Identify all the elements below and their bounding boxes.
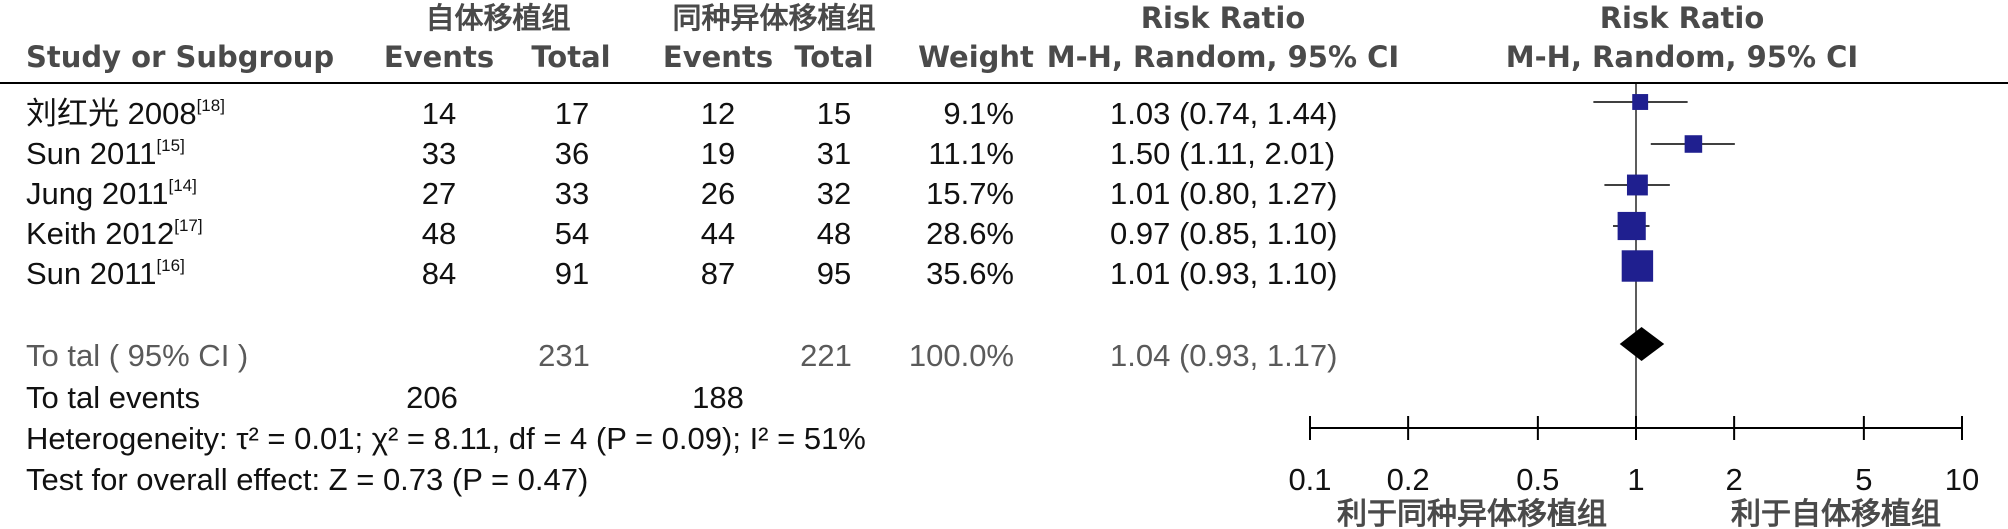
weight-cell: 9.1%: [943, 96, 1014, 131]
study-marker: [1684, 135, 1703, 153]
study-ref: [18]: [197, 96, 225, 115]
events-auto-cell: 27: [422, 176, 456, 211]
total-allo-cell: 95: [817, 256, 851, 291]
tick-label: 5: [1855, 462, 1872, 497]
weight-cell: 11.1%: [928, 136, 1014, 171]
plot-method-header: M-H, Random, 95% CI: [1506, 40, 1858, 74]
study-name: Sun 2011: [26, 136, 156, 171]
ci-cell: 1.03 (0.74, 1.44): [1110, 96, 1338, 131]
weight-cell: 15.7%: [926, 176, 1014, 211]
total-ci-cell: 1.04 (0.93, 1.17): [1110, 338, 1338, 373]
total-allo-cell: 48: [817, 216, 851, 251]
total-auto-cell: 36: [555, 136, 589, 171]
events-allo-header: Events: [663, 40, 773, 74]
total-allo-cell: 221: [800, 338, 852, 373]
svg-text:Jung 2011[14]: Jung 2011[14]: [26, 176, 197, 211]
study-ref: [15]: [156, 136, 184, 155]
study-name: 刘红光 2008: [26, 96, 197, 131]
tick-label: 0.1: [1288, 462, 1331, 497]
study-marker: [1617, 211, 1646, 241]
study-ref: [16]: [156, 256, 184, 275]
total-auto-cell: 231: [538, 338, 590, 373]
total-auto-cell: 33: [555, 176, 589, 211]
events-allo-cell: 12: [701, 96, 735, 131]
ci-cell: 1.01 (0.93, 1.10): [1110, 256, 1338, 291]
events-auto-cell: 33: [422, 136, 456, 171]
tick-label: 0.2: [1387, 462, 1430, 497]
tick-label: 2: [1726, 462, 1743, 497]
total-label: To tal ( 95% CI ): [26, 338, 248, 373]
ci-cell: 0.97 (0.85, 1.10): [1110, 216, 1338, 251]
svg-text:Sun 2011[16]: Sun 2011[16]: [26, 256, 185, 291]
total-allo-cell: 15: [817, 96, 851, 131]
study-ref: [14]: [169, 176, 197, 195]
weight-header: Weight: [918, 40, 1034, 74]
study-ref: [17]: [174, 216, 202, 235]
svg-text:刘红光 2008[18]: 刘红光 2008[18]: [26, 96, 225, 131]
study-row: Keith 2012[17] 48 54 44 48 28.6% 0.97 (0…: [26, 216, 1338, 251]
total-auto-cell: 17: [555, 96, 589, 131]
total-row: To tal ( 95% CI ) 231 221 100.0% 1.04 (0…: [26, 338, 1338, 373]
events-auto-cell: 14: [422, 96, 456, 131]
total-events-row: To tal events 206 188: [26, 380, 744, 415]
heterogeneity-text: Heterogeneity: τ² = 0.01; χ² = 8.11, df …: [26, 421, 866, 456]
total-allo-cell: 32: [817, 176, 851, 211]
study-name: Sun 2011: [26, 256, 156, 291]
events-allo-cell: 44: [701, 216, 735, 251]
events-auto-cell: 84: [422, 256, 456, 291]
study-column-header: Study or Subgroup: [26, 40, 334, 74]
study-row: Sun 2011[16] 84 91 87 95 35.6% 1.01 (0.9…: [26, 256, 1338, 291]
events-auto-header: Events: [384, 40, 494, 74]
svg-text:Keith 2012[17]: Keith 2012[17]: [26, 216, 203, 251]
total-allo-header: Total: [794, 40, 873, 74]
total-events-allo: 188: [692, 380, 744, 415]
pooled-diamond: [1619, 327, 1665, 361]
tick-label: 1: [1627, 462, 1644, 497]
overall-effect-text: Test for overall effect: Z = 0.73 (P = 0…: [26, 462, 588, 497]
events-allo-cell: 19: [701, 136, 735, 171]
total-events-auto: 206: [406, 380, 458, 415]
tick-label: 10: [1945, 462, 1979, 497]
study-row: Sun 2011[15] 33 36 19 31 11.1% 1.50 (1.1…: [26, 136, 1335, 171]
study-row: Jung 2011[14] 27 33 26 32 15.7% 1.01 (0.…: [26, 176, 1338, 211]
favours-right-label: 利于自体移植组: [1731, 497, 1941, 529]
study-marker: [1621, 250, 1654, 282]
total-auto-cell: 91: [555, 256, 589, 291]
study-markers-layer: [1593, 94, 1735, 282]
events-allo-cell: 87: [701, 256, 735, 291]
svg-text:Sun 2011[15]: Sun 2011[15]: [26, 136, 185, 171]
study-name: Jung 2011: [26, 176, 169, 211]
study-marker: [1632, 94, 1649, 110]
total-allo-cell: 31: [817, 136, 851, 171]
rr-column-title: Risk Ratio: [1141, 1, 1306, 35]
group-header-allo: 同种异体移植组: [672, 1, 875, 35]
total-events-label: To tal events: [26, 380, 200, 415]
ci-cell: 1.50 (1.11, 2.01): [1110, 136, 1335, 171]
total-auto-cell: 54: [555, 216, 589, 251]
weight-cell: 28.6%: [926, 216, 1014, 251]
tick-label: 0.5: [1516, 462, 1559, 497]
favours-left-label: 利于同种异体移植组: [1337, 497, 1607, 529]
study-name: Keith 2012: [26, 216, 174, 251]
x-axis: 0.1 0.2 0.5 1 2 5 10: [1288, 416, 1979, 497]
events-auto-cell: 48: [422, 216, 456, 251]
plot-title: Risk Ratio: [1600, 1, 1765, 35]
events-allo-cell: 26: [701, 176, 735, 211]
weight-cell: 35.6%: [926, 256, 1014, 291]
ci-cell: 1.01 (0.80, 1.27): [1110, 176, 1338, 211]
total-weight-cell: 100.0%: [909, 338, 1014, 373]
pooled-layer: [1619, 327, 1665, 361]
study-marker: [1626, 174, 1648, 196]
group-header-auto: 自体移植组: [425, 1, 570, 35]
total-auto-header: Total: [531, 40, 610, 74]
study-row: 刘红光 2008[18] 14 17 12 15 9.1% 1.03 (0.74…: [26, 96, 1338, 131]
rr-method-header: M-H, Random, 95% CI: [1047, 40, 1399, 74]
